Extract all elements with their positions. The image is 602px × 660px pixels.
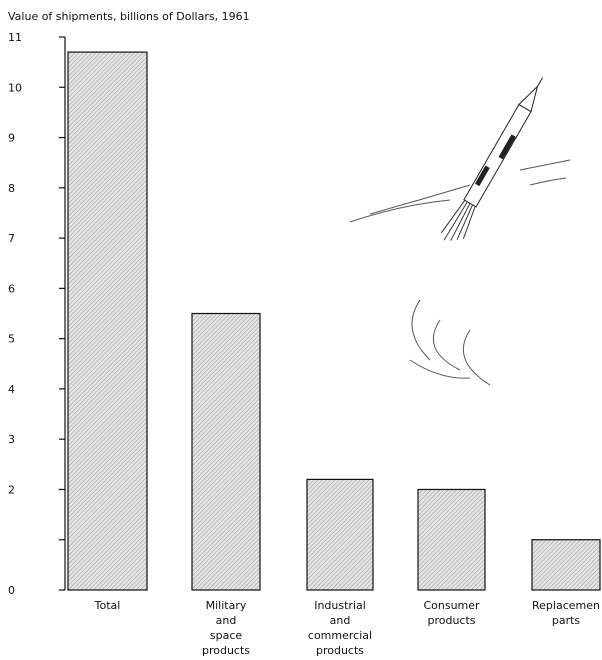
bar — [418, 489, 485, 590]
y-tick-label: 0 — [8, 584, 15, 597]
y-tick-label: 9 — [8, 132, 15, 145]
x-tick-label-line: parts — [552, 614, 581, 627]
bar — [307, 479, 373, 590]
y-tick-label: 10 — [8, 81, 22, 94]
x-tick-label-line: and — [216, 614, 237, 627]
bar — [68, 52, 147, 590]
x-tick-label: Replacemen parts — [532, 599, 600, 627]
x-tick-label-line: products — [202, 644, 250, 657]
x-tick-label: Consumer products — [423, 599, 480, 627]
bar — [192, 314, 260, 591]
x-tick-label-line: space — [210, 629, 243, 642]
x-tick-label: Total — [94, 599, 121, 612]
x-tick-label: Military and space products — [202, 599, 250, 657]
x-tick-label-line: Total — [94, 599, 121, 612]
x-tick-label-line: commercial — [308, 629, 372, 642]
y-tick-label: 4 — [8, 383, 15, 396]
y-tick-label: 6 — [8, 282, 15, 295]
x-tick-label-line: products — [427, 614, 475, 627]
x-tick-label-line: products — [316, 644, 364, 657]
chart: Value of shipments, billions of Dollars,… — [0, 0, 602, 660]
x-tick-label-line: Replacemen — [532, 599, 600, 612]
y-tick-label: 3 — [8, 433, 15, 446]
y-tick-label: 5 — [8, 333, 15, 346]
chart-title: Value of shipments, billions of Dollars,… — [8, 10, 250, 23]
y-tick-label: 7 — [8, 232, 15, 245]
x-tick-label: Industrial and commercial products — [308, 599, 372, 657]
y-tick-label: 8 — [8, 182, 15, 195]
bar — [532, 540, 600, 590]
x-tick-label-line: Consumer — [423, 599, 480, 612]
y-tick-label: 2 — [8, 483, 15, 496]
x-tick-label-line: and — [330, 614, 351, 627]
rocket-illustration — [350, 73, 570, 385]
x-tick-label-line: Industrial — [314, 599, 366, 612]
y-tick-label: 11 — [8, 31, 22, 44]
x-tick-label-line: Military — [206, 599, 247, 612]
